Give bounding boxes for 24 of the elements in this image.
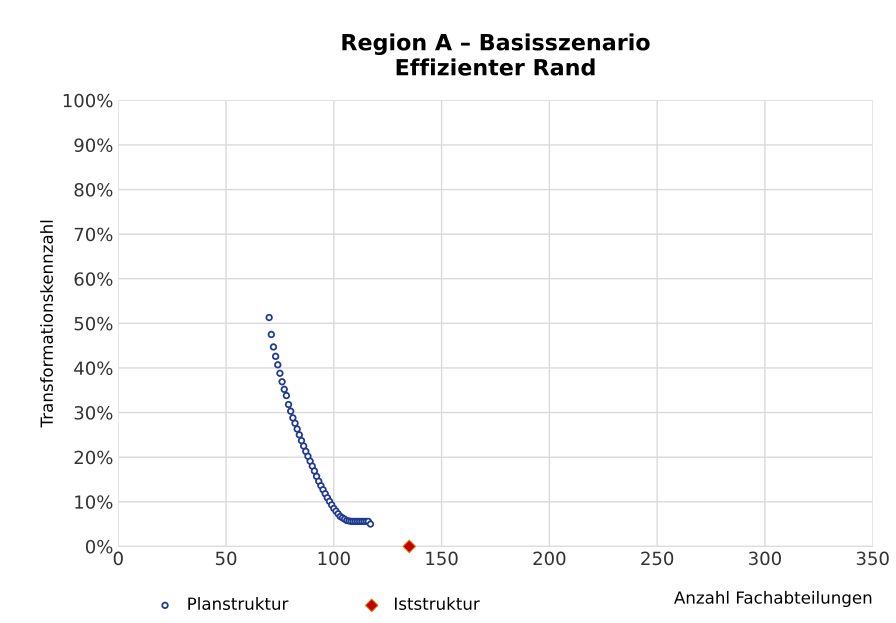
- x-tick-label: 350: [856, 552, 889, 566]
- y-tick-label: 90%: [74, 138, 112, 152]
- y-tick-label: 80%: [74, 182, 112, 197]
- y-tick-label: 60%: [74, 272, 112, 286]
- y-tick-label: 10%: [75, 495, 112, 509]
- y-tick-label: 20%: [74, 450, 112, 464]
- x-axis-title: Anzahl Fachabteilungen: [674, 590, 872, 608]
- y-axis-title: Transformationskennzahl: [40, 220, 54, 428]
- x-tick-label: 300: [749, 552, 781, 566]
- y-tick-label: 70%: [74, 228, 112, 242]
- y-tick-label: 40%: [74, 361, 112, 376]
- y-tick-label: 0%: [86, 540, 112, 554]
- x-tick-label: 0: [114, 552, 123, 566]
- chart-title: Region A – Basisszenario Effizienter Rand: [342, 33, 650, 76]
- legend-label: Iststruktur: [395, 597, 480, 610]
- legend-label: Planstruktur: [188, 597, 288, 610]
- y-tick-label: 50%: [74, 316, 112, 330]
- x-tick-label: 250: [641, 552, 674, 566]
- x-tick-label: 100: [318, 552, 350, 566]
- y-tick-label: 100%: [64, 94, 112, 108]
- x-tick-label: 150: [426, 552, 458, 566]
- x-tick-label: 200: [533, 552, 566, 566]
- x-tick-label: 50: [216, 552, 236, 566]
- y-tick-label: 30%: [74, 406, 112, 420]
